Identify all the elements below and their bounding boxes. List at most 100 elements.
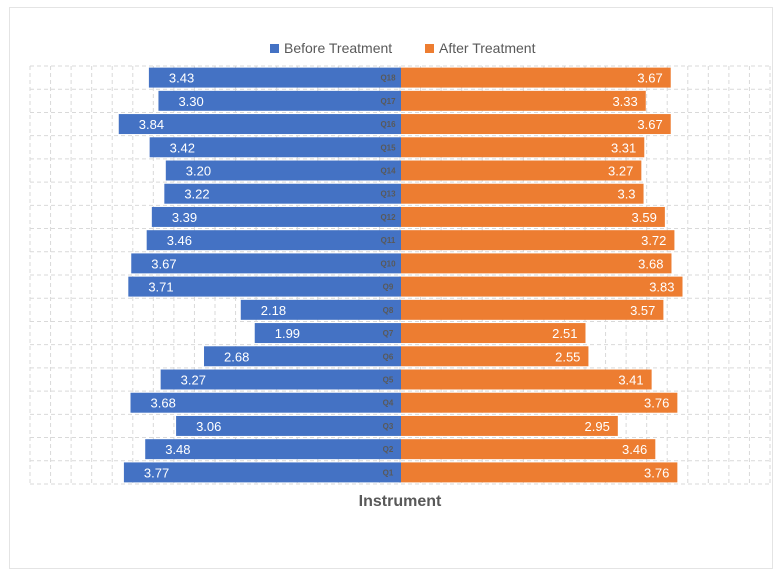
- category-label-q4: Q4: [383, 399, 394, 408]
- data-label-after-q9: 3.83: [649, 280, 674, 295]
- data-label-after-q7: 2.51: [552, 326, 577, 341]
- category-label-q9: Q9: [383, 283, 394, 292]
- category-label-q14: Q14: [380, 167, 396, 176]
- category-label-q10: Q10: [380, 259, 396, 268]
- category-label-q15: Q15: [380, 143, 396, 152]
- bar-after-q15: [401, 137, 645, 158]
- bar-before-q16: [118, 114, 401, 135]
- labels: 3.77 3.76 Q1 3.48 3.46 Q2 3.06 2.95 Q3 3.68 3.76 Q4…: [139, 71, 675, 481]
- data-label-before-q16: 3.84: [139, 117, 164, 132]
- category-label-q1: Q1: [383, 468, 394, 477]
- category-label-q17: Q17: [380, 97, 396, 106]
- bar-after-q12: [401, 206, 665, 227]
- data-label-after-q5: 3.41: [618, 373, 643, 388]
- bar-after-q16: [401, 114, 671, 135]
- bars: [118, 67, 683, 483]
- bar-before-q15: [149, 137, 401, 158]
- data-label-before-q9: 3.71: [148, 280, 173, 295]
- data-label-before-q10: 3.67: [151, 256, 176, 271]
- legend: Before Treatment After Treatment: [270, 40, 536, 56]
- data-label-before-q15: 3.42: [170, 140, 195, 155]
- category-label-q16: Q16: [380, 120, 396, 129]
- bar-after-q1: [401, 462, 678, 483]
- data-label-after-q14: 3.27: [608, 164, 633, 179]
- category-label-q5: Q5: [383, 376, 394, 385]
- category-label-q3: Q3: [383, 422, 394, 431]
- data-label-before-q2: 3.48: [165, 442, 190, 457]
- bar-after-q14: [401, 160, 642, 181]
- bar-after-q8: [401, 299, 664, 320]
- data-label-after-q4: 3.76: [644, 396, 669, 411]
- bar-before-q13: [164, 183, 401, 204]
- category-label-q11: Q11: [381, 236, 396, 245]
- category-label-q8: Q8: [383, 306, 394, 315]
- data-label-after-q18: 3.67: [637, 71, 662, 86]
- category-label-q18: Q18: [380, 74, 396, 83]
- data-label-before-q11: 3.46: [167, 233, 192, 248]
- bar-after-q3: [401, 415, 618, 436]
- data-label-before-q7: 1.99: [275, 326, 300, 341]
- bar-after-q4: [401, 392, 678, 413]
- bar-after-q7: [401, 323, 586, 344]
- bar-before-q2: [145, 439, 401, 460]
- data-label-after-q13: 3.3: [617, 187, 635, 202]
- data-label-before-q12: 3.39: [172, 210, 197, 225]
- category-label-q12: Q12: [380, 213, 396, 222]
- data-label-after-q11: 3.72: [641, 233, 666, 248]
- bar-before-q14: [165, 160, 401, 181]
- data-label-after-q1: 3.76: [644, 465, 669, 480]
- data-label-before-q13: 3.22: [184, 187, 209, 202]
- bar-before-q7: [254, 323, 401, 344]
- data-label-after-q15: 3.31: [611, 140, 636, 155]
- data-label-after-q2: 3.46: [622, 442, 647, 457]
- data-label-before-q1: 3.77: [144, 465, 169, 480]
- data-label-after-q12: 3.59: [632, 210, 657, 225]
- data-label-before-q4: 3.68: [151, 396, 176, 411]
- category-label-q7: Q7: [383, 329, 394, 338]
- data-label-after-q6: 2.55: [555, 349, 580, 364]
- bar-after-q2: [401, 439, 656, 460]
- bar-after-q5: [401, 369, 652, 390]
- data-label-after-q10: 3.68: [638, 256, 663, 271]
- bar-after-q18: [401, 67, 671, 88]
- legend-swatch-before: [270, 44, 279, 53]
- bar-after-q6: [401, 346, 589, 367]
- bar-before-q12: [151, 206, 401, 227]
- data-label-before-q17: 3.30: [178, 94, 203, 109]
- data-label-after-q3: 2.95: [585, 419, 610, 434]
- data-label-after-q16: 3.67: [637, 117, 662, 132]
- legend-swatch-after: [425, 44, 434, 53]
- bar-before-q9: [128, 276, 401, 297]
- legend-label-before: Before Treatment: [284, 40, 392, 56]
- bar-before-q18: [148, 67, 401, 88]
- data-label-before-q8: 2.18: [261, 303, 286, 318]
- data-label-after-q8: 3.57: [630, 303, 655, 318]
- data-label-before-q14: 3.20: [186, 164, 211, 179]
- bar-before-q6: [204, 346, 401, 367]
- bar-after-q9: [401, 276, 683, 297]
- category-label-q2: Q2: [383, 445, 394, 454]
- category-label-q13: Q13: [380, 190, 396, 199]
- data-label-before-q6: 2.68: [224, 349, 249, 364]
- category-label-q6: Q6: [383, 352, 394, 361]
- bar-after-q17: [401, 90, 646, 111]
- data-label-before-q3: 3.06: [196, 419, 221, 434]
- bar-before-q10: [131, 253, 401, 274]
- bar-after-q10: [401, 253, 672, 274]
- bar-before-q4: [130, 392, 401, 413]
- bar-before-q17: [158, 90, 401, 111]
- data-label-before-q18: 3.43: [169, 71, 194, 86]
- data-label-after-q17: 3.33: [612, 94, 637, 109]
- data-label-before-q5: 3.27: [181, 373, 206, 388]
- bar-before-q11: [146, 230, 401, 251]
- gridlines: [29, 65, 771, 485]
- bar-after-q11: [401, 230, 675, 251]
- bar-before-q1: [123, 462, 401, 483]
- bar-before-q5: [160, 369, 401, 390]
- bar-before-q3: [176, 415, 401, 436]
- legend-label-after: After Treatment: [439, 40, 536, 56]
- bar-before-q8: [240, 299, 401, 320]
- bar-after-q13: [401, 183, 644, 204]
- x-axis-title: Instrument: [359, 493, 442, 510]
